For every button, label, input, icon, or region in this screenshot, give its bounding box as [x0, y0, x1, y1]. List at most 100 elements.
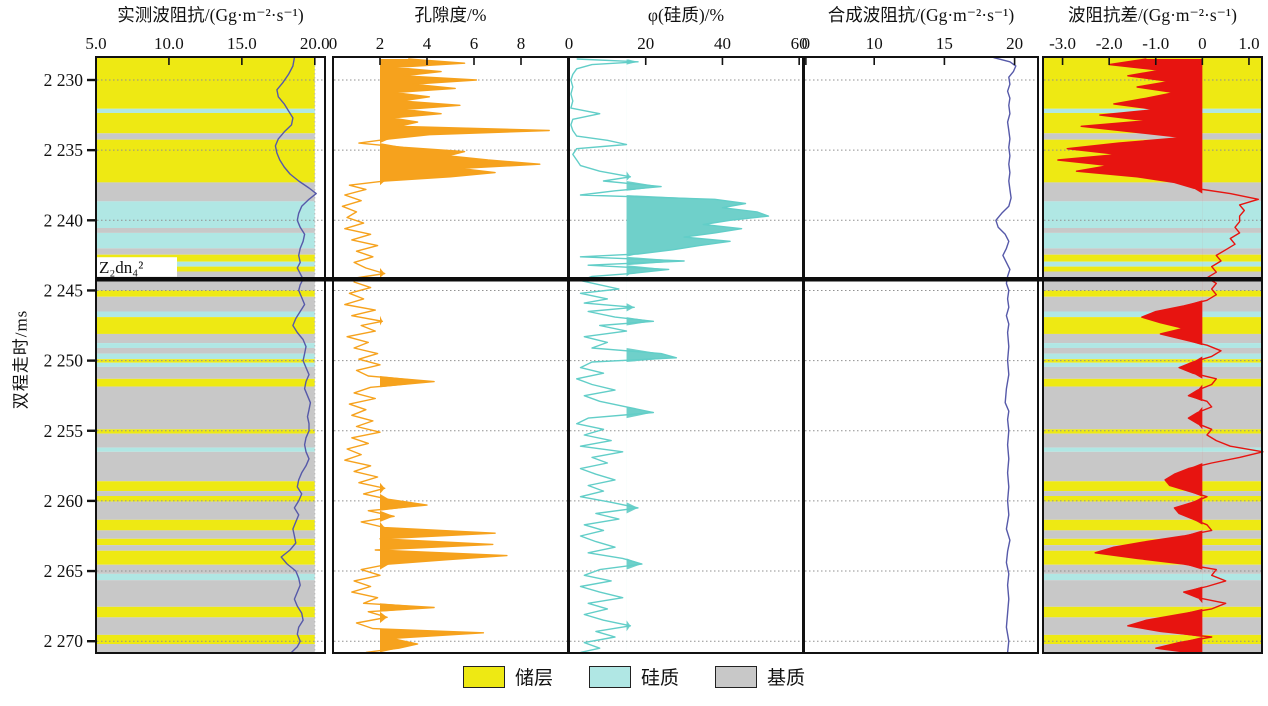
x-axis-tick-label: 20 — [1006, 34, 1023, 53]
y-tick-label: 2 265 — [44, 561, 84, 581]
x-axis-tick-label: 15 — [936, 34, 953, 53]
lithology-band-reservoir — [97, 57, 315, 109]
lithology-band-matrix — [1044, 530, 1262, 539]
lithology-band-siliceous — [97, 362, 315, 367]
lithology-band-reservoir — [1044, 519, 1262, 531]
lithology-band-matrix — [97, 451, 315, 482]
x-axis-tick-label: 4 — [423, 34, 432, 53]
lithology-band-siliceous — [1044, 362, 1262, 367]
lithology-band-siliceous — [97, 261, 315, 267]
lithology-band-matrix — [97, 530, 315, 539]
lithology-band-reservoir — [1044, 429, 1262, 434]
lithology-band-reservoir — [97, 112, 315, 134]
x-axis-tick-label: 0 — [802, 34, 811, 53]
x-axis-tick-label: 0 — [329, 34, 338, 53]
lithology-band-siliceous — [1044, 261, 1262, 267]
lithology-band-matrix — [97, 228, 315, 233]
x-axis-tick-label: 20 — [637, 34, 654, 53]
marker-label: Z₂dn₄² — [99, 258, 143, 277]
curve-fill — [626, 59, 769, 653]
lithology-band-matrix — [97, 333, 315, 344]
lithology-band-matrix — [1044, 433, 1262, 448]
lithology-band-siliceous — [1044, 201, 1262, 229]
lithology-band-matrix — [1044, 296, 1262, 312]
lithology-band-matrix — [1044, 491, 1262, 496]
lithology-band-matrix — [1044, 133, 1262, 140]
matrix-swatch — [715, 665, 757, 688]
lithology-band-matrix — [97, 366, 315, 379]
lithology-band-matrix — [1044, 182, 1262, 202]
lithology-band-reservoir — [97, 519, 315, 531]
legend-label: 储层 — [514, 668, 553, 689]
lithology-band-siliceous — [97, 232, 315, 249]
lithology-band-matrix — [97, 491, 315, 496]
curve-fill — [380, 59, 550, 653]
lithology-band-reservoir — [1044, 378, 1262, 387]
legend: 储层 硅质 基质 — [0, 663, 1268, 690]
lithology-band-matrix — [97, 580, 315, 607]
track-silica-content: 0 20 40 60 φ(硅质)/% — [565, 5, 808, 654]
lithology-band-matrix — [1044, 228, 1262, 233]
lithology-band-matrix — [97, 182, 315, 202]
lithology-band-siliceous — [97, 353, 315, 360]
lithology-band-matrix — [97, 617, 315, 635]
x-axis-tick-label: 0 — [565, 34, 574, 53]
curve-silica-content — [570, 58, 770, 654]
lithology-band-reservoir — [97, 538, 315, 546]
lithology-band-matrix — [97, 433, 315, 448]
panel-border — [332, 56, 569, 654]
x-axis-tick-label: -3.0 — [1049, 34, 1076, 53]
lithology-band-matrix — [97, 248, 315, 255]
lithology-band-matrix — [1044, 347, 1262, 354]
lithology-band-siliceous — [97, 447, 315, 452]
y-tick-label: 2 230 — [44, 70, 84, 90]
lithology-band-siliceous — [97, 311, 315, 318]
x-axis-tick-label: 10.0 — [154, 34, 184, 53]
track-title: 实测波阻抗/(Gg·m⁻²·s⁻¹) — [117, 5, 304, 25]
siliceous-swatch — [588, 665, 631, 688]
lithology-band-reservoir — [97, 290, 315, 297]
y-tick-label: 2 255 — [44, 421, 84, 441]
legend-label: 硅质 — [640, 668, 679, 689]
legend-item-siliceous: 硅质 — [588, 663, 679, 690]
y-tick-label: 2 270 — [44, 631, 84, 651]
lithology-band-reservoir — [97, 139, 315, 183]
lithology-band-matrix — [1044, 451, 1262, 482]
lithology-band-matrix — [97, 386, 315, 430]
lithology-band-matrix — [1044, 501, 1262, 520]
lithology-band-siliceous — [1044, 232, 1262, 249]
curve-synthetic-impedance — [993, 56, 1017, 653]
lithology-band-siliceous — [1044, 343, 1262, 348]
lithology-band-reservoir — [1044, 481, 1262, 492]
lithology-band-reservoir — [97, 550, 315, 565]
x-axis-tick-label: 0 — [1198, 34, 1207, 53]
track-synthetic-impedance: 0 10 15 20 合成波阻抗/(Gg·m⁻²·s⁻¹) — [802, 5, 1039, 654]
reservoir-swatch — [462, 665, 505, 688]
lithology-band-reservoir — [1044, 254, 1262, 262]
x-axis-tick-label: 40 — [714, 34, 731, 53]
lithology-band-matrix — [97, 133, 315, 140]
lithology-band-matrix — [97, 296, 315, 312]
lithology-band-siliceous — [1044, 573, 1262, 581]
lithology-band-reservoir — [97, 606, 315, 618]
lithology-band-matrix — [97, 564, 315, 574]
x-axis-tick-label: 15.0 — [227, 34, 257, 53]
lithology-band-reservoir — [1044, 290, 1262, 297]
marker-label-box — [97, 257, 177, 277]
x-axis-tick-label: 1.0 — [1238, 34, 1259, 53]
lithology-band-reservoir — [97, 634, 315, 645]
panel-border — [1042, 56, 1263, 654]
lithology-band-reservoir — [1044, 266, 1262, 272]
track-title: 孔隙度/% — [415, 5, 487, 25]
lithology-band-reservoir — [97, 378, 315, 387]
lithology-band-reservoir — [1044, 495, 1262, 502]
x-axis-tick-label: 10 — [866, 34, 883, 53]
curve-measured-impedance — [274, 57, 317, 653]
panel-border — [95, 56, 326, 654]
lithology-band-reservoir — [1044, 606, 1262, 618]
lithology-band-siliceous — [97, 201, 315, 229]
x-axis-tick-label: 20.0 — [300, 34, 330, 53]
lithology-band-reservoir — [97, 429, 315, 434]
